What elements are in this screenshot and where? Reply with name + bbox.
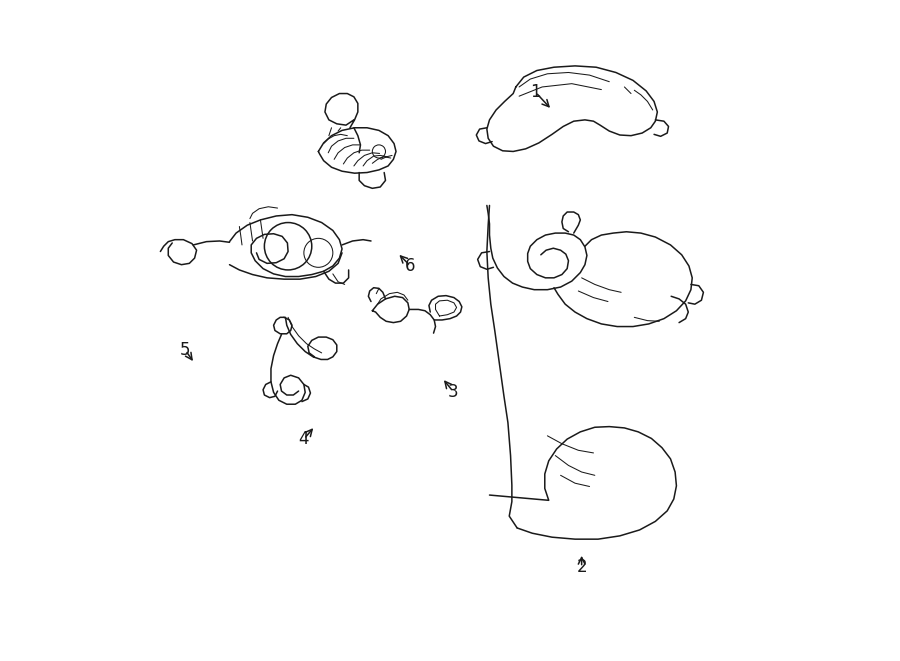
Text: 4: 4 [299,430,309,448]
Text: 3: 3 [448,383,459,401]
Text: 6: 6 [405,257,416,275]
Text: 1: 1 [530,83,541,101]
Text: 5: 5 [180,341,191,359]
Text: 2: 2 [576,559,587,576]
